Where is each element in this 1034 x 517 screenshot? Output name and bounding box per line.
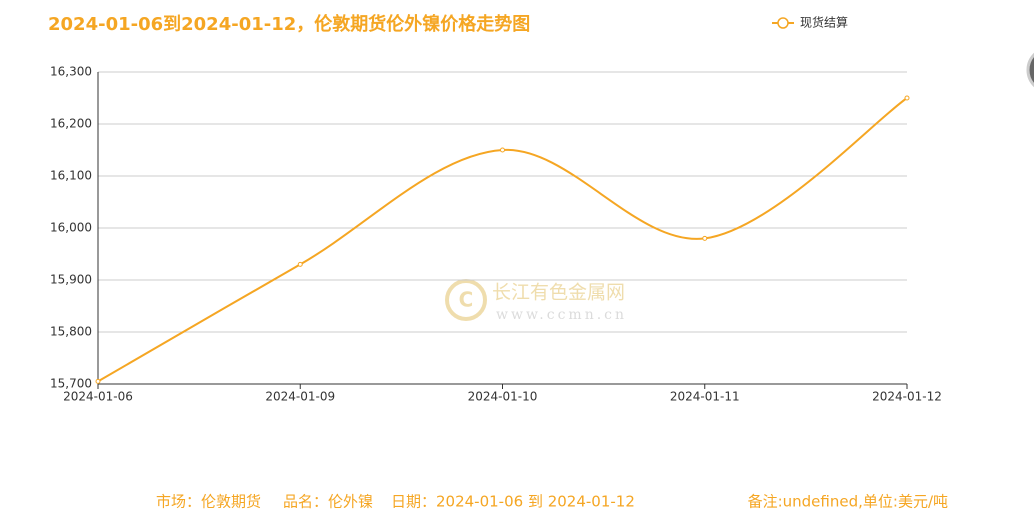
y-tick-label: 16,200 [50,117,92,131]
x-tick-label: 2024-01-09 [265,390,335,404]
footer-market: 市场：伦敦期货 [156,493,261,511]
y-tick-label: 15,700 [50,377,92,391]
x-tick-label: 2024-01-10 [468,390,538,404]
point [95,378,101,384]
x-tick-label: 2024-01-12 [872,390,942,404]
y-tick-label: 16,100 [50,169,92,183]
watermark-url: www.ccmn.cn [496,307,627,323]
watermark-logo [445,279,487,321]
watermark-logo-letter: C [459,288,474,312]
x-tick-label: 2024-01-11 [670,390,740,404]
point [702,235,708,241]
y-tick-label: 15,900 [50,273,92,287]
legend-marker [777,17,789,29]
point [297,261,303,267]
footer-date: 日期：2024-01-06 到 2024-01-12 [391,493,635,511]
y-tick-label: 15,800 [50,325,92,339]
footer-note: 备注:undefined,单位:美元/吨 [748,493,948,511]
point [500,147,505,153]
x-tick-label: 2024-01-06 [63,390,133,404]
y-tick-label: 16,300 [50,65,92,79]
watermark: C 长江有色金属网 www.ccmn.cn [445,279,627,323]
y-tick-label: 16,000 [50,221,92,235]
footer-product: 品名：伦外镍 [283,493,373,511]
chart-title: 2024-01-06到2024-01-12，伦敦期货伦外镍价格走势图 [48,13,530,35]
line [97,97,908,383]
watermark-name: 长江有色金属网 [492,282,625,304]
legend-label: 现货结算 [800,15,848,30]
side-button[interactable] [1026,48,1034,92]
point [904,95,910,101]
